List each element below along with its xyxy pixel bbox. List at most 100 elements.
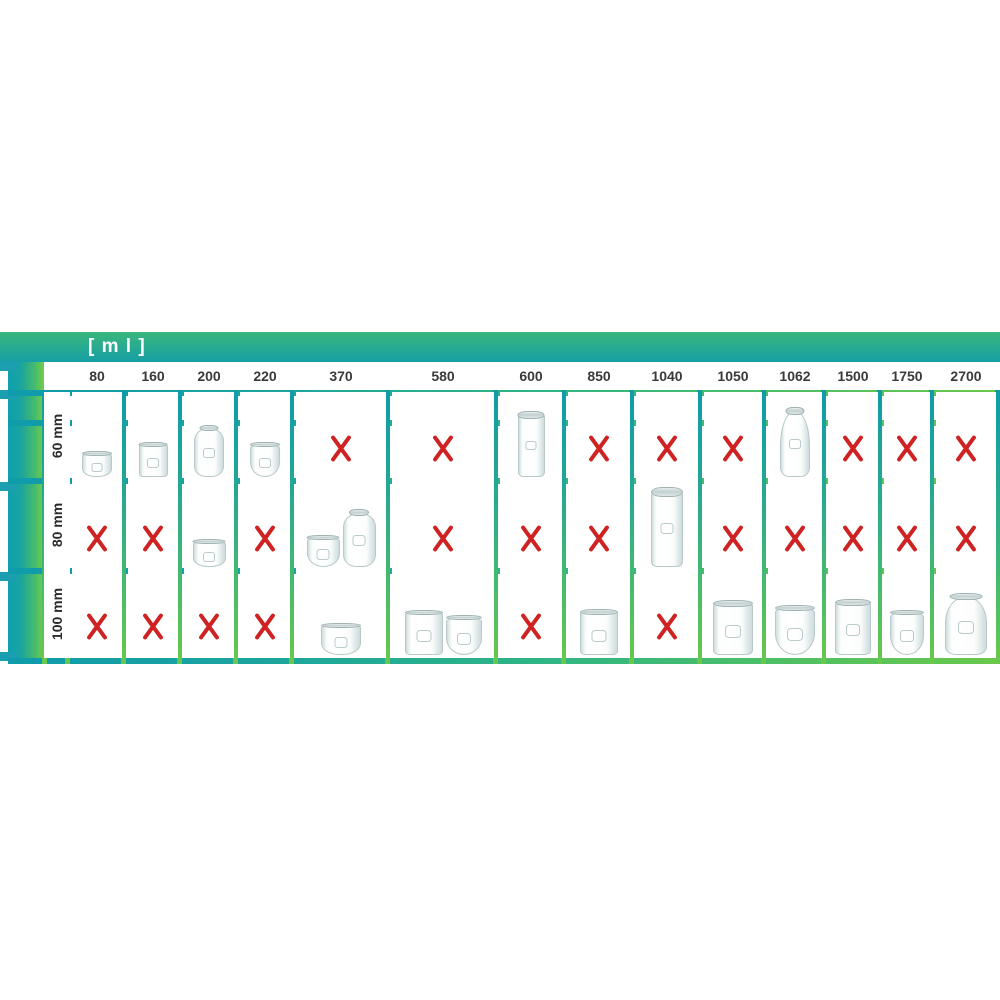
column-header-850: 850 [568, 362, 630, 390]
vline-6 [493, 390, 498, 664]
cell-60-mm-580[interactable] [392, 392, 494, 480]
cell-content [72, 480, 122, 570]
cell-80-mm-2700[interactable] [936, 480, 996, 570]
jar-glass-mold [580, 609, 618, 655]
cell-content [184, 392, 234, 480]
cell-content [296, 480, 386, 570]
cell-80-mm-160[interactable] [128, 480, 178, 570]
cell-100-mm-580[interactable] [392, 570, 494, 658]
cell-60-mm-600[interactable] [500, 392, 562, 480]
cell-60-mm-1500[interactable] [828, 392, 878, 480]
cell-100-mm-1050[interactable] [704, 570, 762, 658]
column-header-1040: 1040 [636, 362, 698, 390]
jar-body [651, 493, 683, 567]
jar-lid [785, 407, 805, 415]
cell-content [936, 570, 996, 658]
jar-glass-tall [651, 487, 683, 567]
cell-80-mm-1040[interactable] [636, 480, 698, 570]
vline-10 [761, 390, 766, 664]
cell-80-mm-580[interactable] [392, 480, 494, 570]
jar-logo [789, 439, 801, 449]
jar-body [192, 542, 226, 567]
cell-content [72, 570, 122, 658]
cell-content [828, 570, 878, 658]
jar-lid [890, 610, 924, 615]
cell-content [568, 392, 630, 480]
cell-60-mm-1050[interactable] [704, 392, 762, 480]
cell-100-mm-1040[interactable] [636, 570, 698, 658]
unavailable-x-icon [426, 431, 460, 465]
cell-60-mm-1062[interactable] [768, 392, 822, 480]
column-header-220: 220 [240, 362, 290, 390]
cell-60-mm-2700[interactable] [936, 392, 996, 480]
column-header-200: 200 [184, 362, 234, 390]
column-header-600: 600 [500, 362, 562, 390]
unavailable-x-icon [582, 521, 616, 555]
cell-80-mm-1500[interactable] [828, 480, 878, 570]
cell-content [568, 570, 630, 658]
rail-tick-bottom [0, 652, 18, 661]
cell-100-mm-1750[interactable] [884, 570, 930, 658]
cell-100-mm-2700[interactable] [936, 570, 996, 658]
cell-60-mm-1750[interactable] [884, 392, 930, 480]
cell-100-mm-370[interactable] [296, 570, 386, 658]
unavailable-x-icon [778, 521, 812, 555]
cell-content [884, 480, 930, 570]
cell-100-mm-220[interactable] [240, 570, 290, 658]
cell-80-mm-1750[interactable] [884, 480, 930, 570]
cell-100-mm-200[interactable] [184, 570, 234, 658]
cell-content [296, 570, 386, 658]
vline-4 [289, 390, 294, 664]
jar-lid [949, 593, 983, 600]
rail-tick-top [0, 362, 18, 371]
jar-glass-tulip [192, 539, 226, 567]
jar-glass-tulip [82, 451, 112, 477]
unavailable-x-icon [890, 521, 924, 555]
vline-2 [177, 390, 182, 664]
row-label-text: 100 mm [49, 587, 65, 641]
cell-60-mm-220[interactable] [240, 392, 290, 480]
cell-80-mm-200[interactable] [184, 480, 234, 570]
cell-100-mm-1062[interactable] [768, 570, 822, 658]
column-header-2700: 2700 [936, 362, 996, 390]
jar-logo [203, 552, 215, 562]
jar-logo [334, 637, 348, 648]
cell-80-mm-850[interactable] [568, 480, 630, 570]
cell-80-mm-370[interactable] [296, 480, 386, 570]
jar-glass-tall [517, 411, 545, 477]
cell-100-mm-600[interactable] [500, 570, 562, 658]
cell-80-mm-220[interactable] [240, 480, 290, 570]
cell-100-mm-160[interactable] [128, 570, 178, 658]
cell-100-mm-80[interactable] [72, 570, 122, 658]
cell-content [240, 480, 290, 570]
cell-60-mm-160[interactable] [128, 392, 178, 480]
column-header-1750: 1750 [884, 362, 930, 390]
jar-glass-mold [404, 610, 443, 655]
cell-60-mm-200[interactable] [184, 392, 234, 480]
rail-tick-row2 [0, 572, 18, 581]
jar-glass-mold [713, 600, 753, 655]
cell-100-mm-1500[interactable] [828, 570, 878, 658]
cell-80-mm-1062[interactable] [768, 480, 822, 570]
cell-100-mm-850[interactable] [568, 570, 630, 658]
unavailable-x-icon [650, 431, 684, 465]
unavailable-x-icon [192, 609, 226, 643]
cell-60-mm-80[interactable] [72, 392, 122, 480]
hline-table-bottom [8, 658, 1000, 664]
cell-60-mm-850[interactable] [568, 392, 630, 480]
cell-content [500, 392, 562, 480]
jar-glass-round [445, 615, 482, 655]
cell-80-mm-600[interactable] [500, 480, 562, 570]
cell-80-mm-1050[interactable] [704, 480, 762, 570]
vline-7 [561, 390, 566, 664]
row-label-text: 80 mm [49, 502, 66, 548]
jar-logo [846, 624, 860, 636]
cell-content [184, 480, 234, 570]
column-header-1062: 1062 [768, 362, 822, 390]
jar-size-compatibility-chart: [ m l ] 80 160 200 220 370 580 600 850 1040 1050 1… [0, 332, 1000, 664]
jar-logo [958, 621, 974, 634]
cell-80-mm-80[interactable] [72, 480, 122, 570]
cell-60-mm-1040[interactable] [636, 392, 698, 480]
unavailable-x-icon [136, 609, 170, 643]
cell-60-mm-370[interactable] [296, 392, 386, 480]
